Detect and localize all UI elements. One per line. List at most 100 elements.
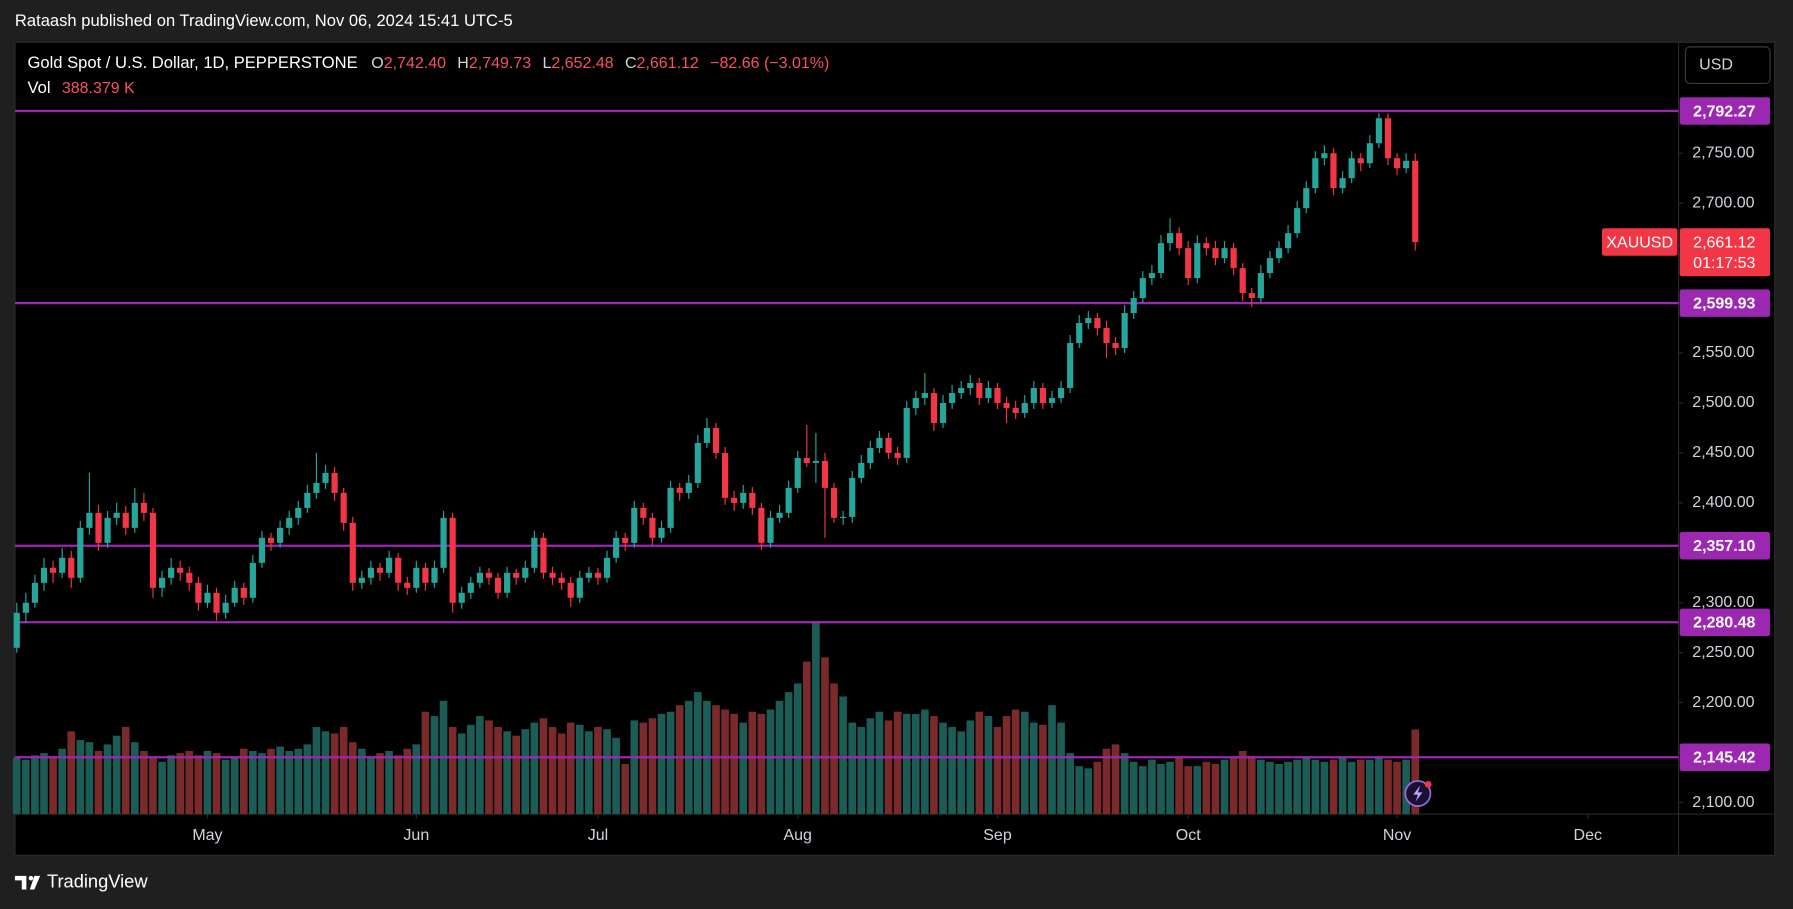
candle-body [295, 507, 302, 518]
volume-legend-value: 388.379 K [62, 80, 135, 97]
candle-body [313, 482, 320, 493]
volume-bar [1084, 768, 1093, 815]
candle-body [858, 462, 865, 478]
x-tick-label: Dec [1574, 827, 1602, 844]
candle-body [204, 592, 211, 603]
candle-body [749, 492, 756, 508]
candle-body [1403, 160, 1410, 169]
volume-bar [1020, 711, 1029, 815]
candle-body [1021, 402, 1028, 413]
last-price-tag [1679, 228, 1771, 277]
volume-bar [285, 750, 294, 815]
volume-bar [1211, 764, 1220, 815]
candle-body [231, 587, 238, 603]
candle-body [939, 402, 947, 423]
candle-body [1321, 153, 1328, 159]
volume-bar [930, 716, 938, 815]
y-tick-label: 2,550.00 [1692, 344, 1754, 361]
volume-bar [1347, 761, 1356, 815]
candle-body [1112, 343, 1119, 349]
volume-bar [312, 726, 321, 815]
volume-bar [430, 716, 439, 815]
y-tick-label: 2,500.00 [1692, 394, 1754, 411]
candle-body [1339, 178, 1346, 189]
candle-body [249, 562, 256, 598]
volume-bar [612, 737, 620, 815]
volume-bar [1129, 761, 1138, 815]
candle-body [1085, 318, 1092, 324]
volume-bar [403, 748, 412, 815]
candle-body [1312, 158, 1319, 189]
volume-bar [267, 748, 275, 815]
currency-label[interactable]: USD [1699, 56, 1733, 73]
brand-dot [28, 875, 34, 881]
candle-body [149, 512, 157, 588]
volume-bar [303, 744, 312, 815]
volume-bar [821, 657, 829, 815]
candle-body [694, 442, 701, 483]
alert-icon[interactable] [1404, 780, 1432, 807]
candle-body [240, 587, 247, 598]
candle-body [776, 512, 783, 518]
y-tick-label: 2,750.00 [1692, 144, 1754, 161]
candle-body [912, 397, 919, 408]
volume-bar [22, 759, 30, 815]
candle-body [640, 507, 647, 518]
candle-body [1057, 387, 1065, 398]
volume-bar [103, 744, 112, 815]
volume-bar [12, 757, 21, 815]
volume-bar [1175, 757, 1183, 815]
candle-body [1239, 268, 1246, 294]
candle-body [13, 612, 20, 648]
volume-bar [485, 720, 493, 815]
volume-bar [130, 742, 139, 815]
volume-bar [948, 726, 956, 815]
currency-button[interactable] [1684, 46, 1771, 85]
candle-body [830, 487, 838, 518]
candle-body [467, 582, 474, 593]
volume-bar [358, 748, 366, 815]
volume-bar [412, 744, 421, 815]
candle-body [531, 537, 538, 568]
candle-body [676, 487, 683, 493]
volume-bar [339, 726, 348, 815]
legend-key: H [457, 55, 469, 72]
candle-body [158, 577, 166, 588]
candle-body [494, 577, 502, 593]
level-tag [1679, 97, 1771, 125]
volume-bar [1393, 761, 1401, 815]
candle-body [1294, 208, 1301, 234]
volume-bar [1375, 757, 1383, 815]
candle-body [1366, 143, 1373, 164]
candle-body [840, 516, 847, 519]
candle-body [485, 572, 493, 578]
candle-body [376, 567, 384, 573]
candle-body [1094, 318, 1101, 329]
volume-bar [1284, 761, 1292, 815]
candle-body [1285, 233, 1292, 249]
volume-bar [521, 729, 530, 815]
legend-value: 2,661.12 [637, 55, 699, 72]
candle-body [930, 392, 938, 423]
candle-body [731, 497, 738, 503]
candle-body [540, 537, 547, 573]
volume-bar [766, 709, 775, 815]
legend-value: 2,652.48 [551, 55, 613, 72]
volume-bar [621, 764, 629, 815]
candle-body [449, 517, 456, 603]
candle-body [385, 557, 393, 573]
candle-body [585, 572, 592, 578]
candle-body [513, 572, 520, 578]
candle-body [222, 602, 229, 613]
volume-bar [848, 722, 857, 815]
volume-bar [1157, 764, 1165, 815]
candle-body [422, 567, 429, 583]
volume-bar [1238, 750, 1247, 815]
volume-bar [993, 726, 1002, 815]
candle-body [1012, 407, 1019, 413]
x-tick-label: Aug [783, 827, 811, 844]
legend-value: 2,742.40 [384, 55, 446, 72]
level-tag-label: 2,280.48 [1693, 615, 1755, 632]
volume-bar [1247, 757, 1256, 815]
